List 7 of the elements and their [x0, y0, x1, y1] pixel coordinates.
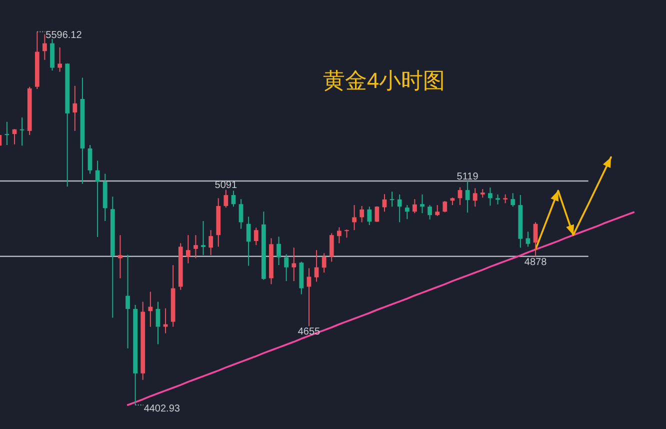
annotation: 5596.12	[46, 30, 82, 42]
annotation: 4878	[524, 256, 548, 268]
annotation: 5091	[214, 180, 238, 192]
annotation: 4655	[298, 326, 321, 338]
text: 黄金4小时图	[322, 68, 446, 93]
annotation: 4402.93	[144, 404, 180, 414]
annotation: 5119	[456, 171, 479, 182]
